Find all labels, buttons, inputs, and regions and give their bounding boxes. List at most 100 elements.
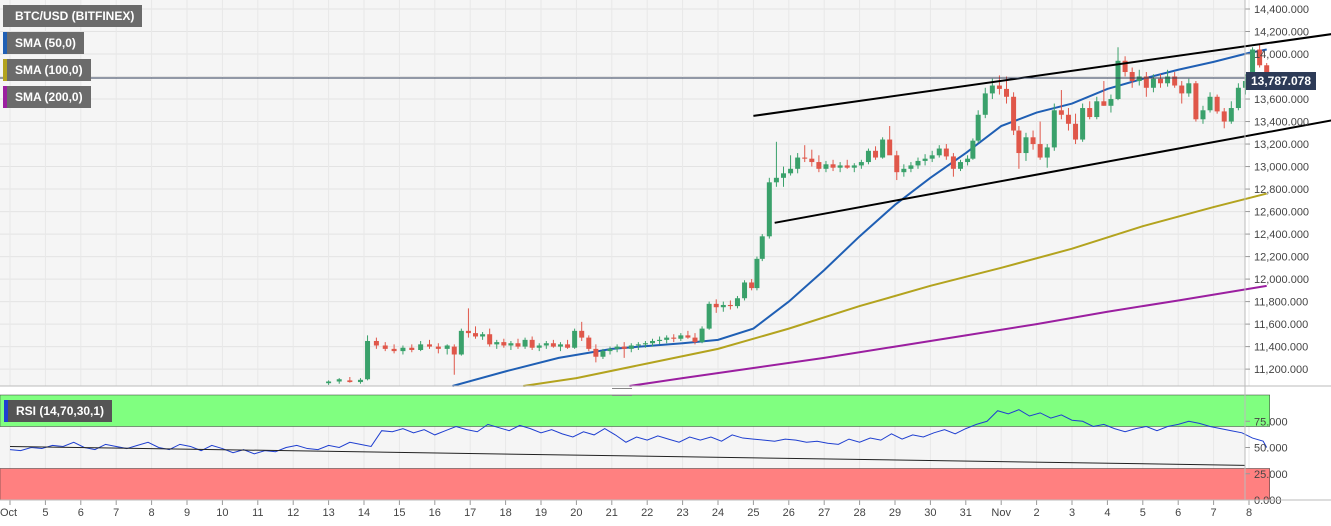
legend-btc[interactable]: BTC/USD (BITFINEX) bbox=[3, 5, 143, 27]
candle-body bbox=[473, 333, 479, 337]
candle-body bbox=[487, 334, 493, 345]
y-tick-label: 11,200.000 bbox=[1254, 364, 1308, 376]
candle-body bbox=[515, 343, 521, 347]
candle-body bbox=[749, 282, 755, 289]
x-tick-label: 5 bbox=[42, 507, 48, 519]
x-axis: Oct 5 6 7 8 9 10 11 12 13 14 15 16 17 18 19 20 21 22 23 24 25… bbox=[0, 500, 1252, 519]
x-tick-label: 31 bbox=[960, 507, 972, 519]
x-tick-label: 29 bbox=[889, 507, 901, 519]
legend-rsi[interactable]: RSI (14,70,30,1) bbox=[4, 400, 113, 422]
candle-body bbox=[529, 339, 535, 348]
candle-body bbox=[699, 328, 705, 343]
legend-label-btc: BTC/USD (BITFINEX) bbox=[15, 9, 135, 23]
x-tick-label: 5 bbox=[1140, 507, 1146, 519]
candle-body bbox=[865, 150, 871, 163]
x-tick-label: 8 bbox=[1246, 507, 1252, 519]
candle-body bbox=[773, 177, 779, 183]
x-tick-label: 27 bbox=[818, 507, 830, 519]
candle-body bbox=[1158, 78, 1163, 84]
candle-body bbox=[1037, 144, 1043, 158]
legend-swatch bbox=[3, 5, 7, 27]
candle-body bbox=[1044, 147, 1050, 158]
candle-body bbox=[742, 282, 748, 299]
y-tick-label: 13,400.000 bbox=[1254, 117, 1309, 129]
legend-swatch bbox=[3, 59, 7, 81]
candle-body bbox=[536, 345, 542, 348]
candle-body bbox=[579, 330, 585, 338]
rsi-line bbox=[9, 409, 1268, 466]
candle-body bbox=[989, 85, 995, 94]
candle-body bbox=[1080, 108, 1086, 140]
candle-body bbox=[802, 157, 808, 159]
candle-body bbox=[943, 148, 949, 157]
candle-body bbox=[458, 330, 464, 355]
candle-body bbox=[435, 346, 441, 349]
candle-body bbox=[1214, 96, 1220, 112]
rsi-y-tick-label: 50.000 bbox=[1254, 443, 1288, 455]
candle-body bbox=[642, 343, 648, 345]
candle-body bbox=[1058, 110, 1064, 115]
candle-body bbox=[657, 339, 663, 341]
candle-body bbox=[373, 340, 379, 346]
candle-body bbox=[508, 343, 514, 346]
sma100-line bbox=[523, 192, 1267, 387]
candle-body bbox=[451, 346, 457, 355]
x-tick-label: 12 bbox=[287, 507, 299, 519]
pane-resize-handle[interactable] bbox=[612, 388, 632, 396]
candle-body bbox=[586, 337, 592, 349]
candle-body bbox=[1108, 99, 1114, 106]
legend-sma100[interactable]: SMA (100,0) bbox=[3, 59, 91, 81]
candle-body bbox=[426, 344, 432, 347]
candle-body bbox=[444, 345, 450, 349]
candle-body bbox=[550, 343, 556, 347]
candle-body bbox=[501, 342, 507, 346]
candle-body bbox=[713, 303, 719, 308]
candle-body bbox=[1011, 96, 1017, 131]
x-tick-label: 17 bbox=[464, 507, 476, 519]
legend-sma200[interactable]: SMA (200,0) bbox=[3, 86, 91, 108]
candle-body bbox=[1129, 72, 1135, 82]
rsi-trendline bbox=[9, 445, 1246, 466]
y-axis: 11,200.000 11,400.000 11,600.000 11,800.000… bbox=[1245, 4, 1309, 376]
candle-body bbox=[409, 347, 415, 350]
x-tick-label: 6 bbox=[78, 507, 84, 519]
candle-body bbox=[901, 168, 907, 173]
x-tick-label: 26 bbox=[783, 507, 795, 519]
candle-body bbox=[734, 298, 740, 307]
candle-body bbox=[621, 346, 627, 349]
price-pane-bg bbox=[0, 0, 1245, 386]
x-tick-label: Nov bbox=[991, 507, 1011, 519]
candle-body bbox=[614, 346, 620, 349]
candle-body bbox=[780, 173, 786, 178]
candle-body bbox=[965, 158, 971, 163]
candle-body bbox=[1087, 108, 1093, 118]
y-tick-label: 12,000.000 bbox=[1254, 274, 1309, 286]
x-tick-label: 7 bbox=[113, 507, 119, 519]
legend-label-sma200: SMA (200,0) bbox=[15, 90, 83, 104]
candle-body bbox=[1200, 110, 1206, 120]
candle-body bbox=[336, 379, 342, 382]
candle-body bbox=[1101, 101, 1107, 106]
rsi-y-tick-label: 0.000 bbox=[1254, 495, 1282, 507]
y-tick-label: 12,800.000 bbox=[1254, 184, 1309, 196]
x-tick-label: 6 bbox=[1175, 507, 1181, 519]
candle-body bbox=[950, 156, 956, 169]
candle-body bbox=[400, 347, 406, 352]
x-tick-label: 18 bbox=[499, 507, 511, 519]
candle-body bbox=[480, 334, 486, 337]
candle-body bbox=[1122, 60, 1128, 73]
x-tick-label: 16 bbox=[429, 507, 441, 519]
x-tick-label: 28 bbox=[853, 507, 865, 519]
channel-trendline bbox=[774, 119, 1331, 224]
candle-body bbox=[996, 85, 1002, 89]
candle-body bbox=[1136, 76, 1142, 82]
legend-sma50[interactable]: SMA (50,0) bbox=[3, 32, 84, 54]
candle-body bbox=[1257, 49, 1263, 66]
candle-body bbox=[357, 379, 363, 383]
candle-body bbox=[1115, 60, 1121, 100]
x-tick-label: 21 bbox=[606, 507, 618, 519]
candle-body bbox=[1264, 65, 1270, 78]
candle-body bbox=[692, 337, 698, 343]
x-tick-label: 25 bbox=[747, 507, 759, 519]
